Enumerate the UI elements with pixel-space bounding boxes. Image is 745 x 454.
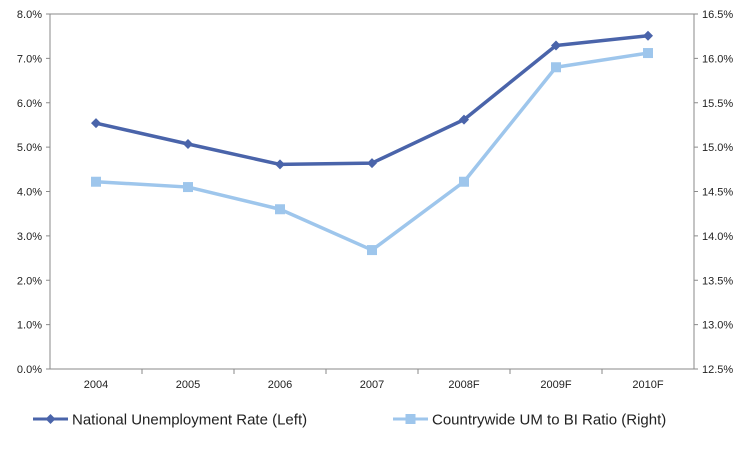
series-line-um-bi-ratio	[95, 51, 649, 252]
left-y-axis: 0.0% 1.0% 2.0% 3.0% 4.0% 5.0% 6.0% 7.0% 8.0%	[17, 9, 50, 376]
left-tick-label: 7.0%	[17, 53, 42, 65]
data-point-square	[91, 176, 101, 187]
legend-marker-diamond	[45, 414, 56, 424]
data-point-diamond	[91, 118, 101, 129]
data-point-diamond	[643, 30, 653, 41]
data-point-diamond	[367, 158, 377, 169]
x-tick-label: 2005	[176, 379, 200, 391]
data-point-square	[643, 48, 653, 59]
right-tick-label: 15.0%	[702, 142, 733, 154]
legend-label-um-bi-ratio: Countrywide UM to BI Ratio (Right)	[432, 412, 666, 429]
right-tick-label: 16.0%	[702, 53, 733, 65]
left-tick-label: 1.0%	[17, 320, 42, 332]
x-tick-label: 2008F	[448, 379, 479, 391]
left-tick-label: 6.0%	[17, 98, 42, 110]
data-point-square	[367, 245, 377, 256]
x-tick-label: 2009F	[540, 379, 571, 391]
x-axis: 2004 2005 2006 2007 2008F 2009F 2010F	[84, 369, 664, 391]
series-line-unemployment	[95, 34, 649, 167]
legend-label-unemployment: National Unemployment Rate (Left)	[72, 412, 307, 429]
data-point-square	[275, 204, 285, 215]
data-point-diamond	[459, 114, 469, 125]
left-tick-label: 0.0%	[17, 364, 42, 376]
right-tick-label: 15.5%	[702, 98, 733, 110]
right-tick-label: 13.0%	[702, 320, 733, 332]
x-tick-label: 2007	[360, 379, 384, 391]
right-tick-label: 13.5%	[702, 275, 733, 287]
data-point-diamond	[551, 40, 561, 51]
right-tick-label: 14.0%	[702, 231, 733, 243]
right-y-axis: 12.5% 13.0% 13.5% 14.0% 14.5% 15.0% 15.5% 16.0%…	[694, 9, 733, 376]
left-tick-label: 4.0%	[17, 187, 42, 199]
data-point-square	[183, 182, 193, 193]
left-tick-label: 5.0%	[17, 142, 42, 154]
right-tick-label: 16.5%	[702, 9, 733, 21]
left-tick-label: 3.0%	[17, 231, 42, 243]
x-tick-label: 2006	[268, 379, 292, 391]
left-tick-label: 2.0%	[17, 275, 42, 287]
data-point-diamond	[275, 159, 285, 170]
x-tick-label: 2010F	[632, 379, 663, 391]
right-tick-label: 12.5%	[702, 364, 733, 376]
left-tick-label: 8.0%	[17, 9, 42, 21]
x-tick-label: 2004	[84, 379, 108, 391]
plot-frame	[49, 13, 695, 370]
plot-area	[49, 13, 695, 370]
legend-marker-square	[405, 414, 416, 424]
data-point-square	[459, 176, 469, 187]
data-point-diamond	[183, 139, 193, 150]
legend: National Unemployment Rate (Left) Country…	[33, 412, 666, 429]
data-point-square	[551, 62, 561, 73]
right-tick-label: 14.5%	[702, 187, 733, 199]
